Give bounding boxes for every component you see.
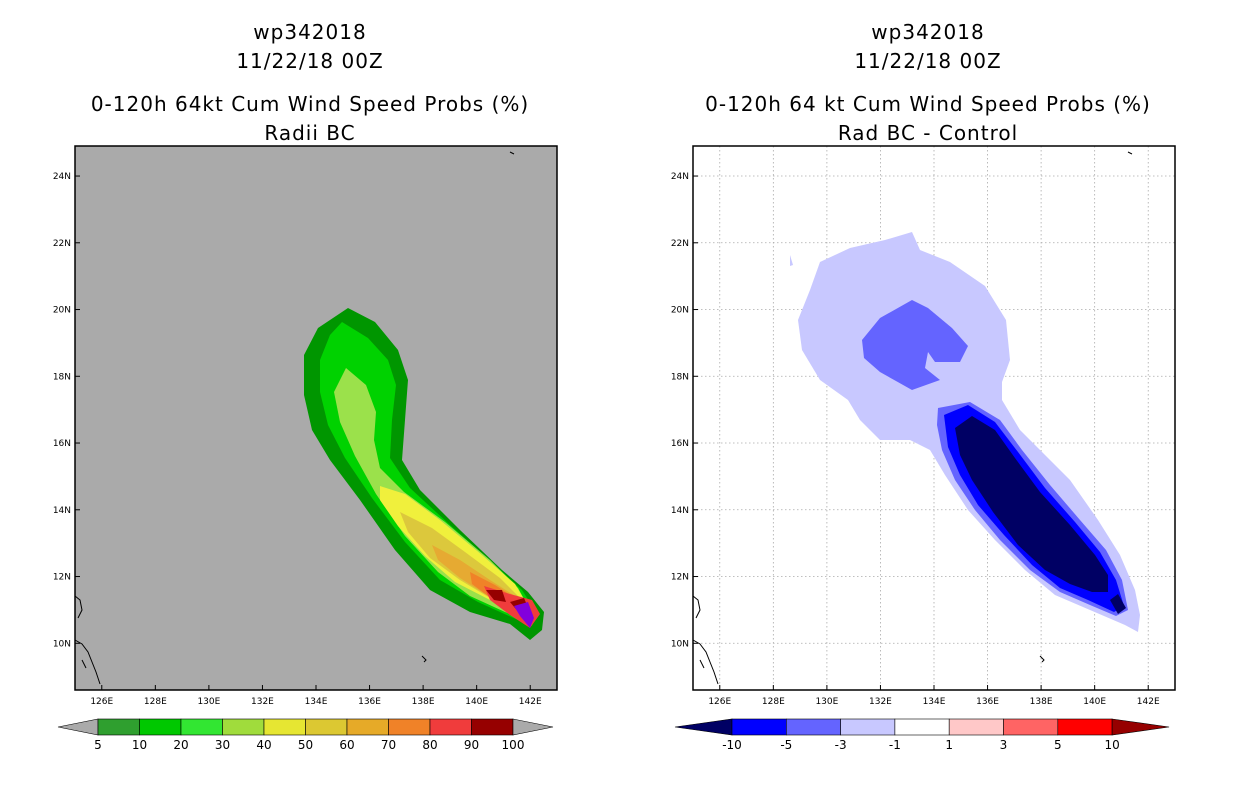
colorbar-box: [1003, 718, 1059, 736]
colorbar-box: [1057, 718, 1113, 736]
right-contour-minus10: [955, 416, 1126, 614]
colorbar-right-arrow: [512, 718, 554, 736]
x-tick-label: 132E: [251, 697, 274, 707]
y-tick-label: 18N: [53, 372, 71, 382]
x-tick-label: 142E: [519, 697, 542, 707]
colorbar-box: [471, 718, 514, 736]
colorbar-left-arrow: [57, 718, 99, 736]
y-tick-label: 20N: [53, 306, 71, 316]
colorbar-label: 60: [339, 738, 354, 752]
colorbar-box: [894, 718, 950, 736]
x-tick-label: 130E: [815, 697, 838, 707]
left-title-storm: wp342018: [253, 20, 367, 44]
x-tick-label: 130E: [197, 697, 220, 707]
y-tick-label: 16N: [671, 439, 689, 449]
colorbar-box: [180, 718, 223, 736]
colorbar-label: 5: [94, 738, 102, 752]
left-contour-100: [514, 602, 534, 628]
y-tick-label: 22N: [671, 239, 689, 249]
colorbar-label: 10: [1104, 738, 1119, 752]
colorbar-label: 90: [464, 738, 479, 752]
right-title-time: 11/22/18 00Z: [854, 49, 1002, 73]
y-tick-label: 14N: [53, 506, 71, 516]
x-tick-label: 142E: [1137, 697, 1160, 707]
colorbar-label: -10: [722, 738, 742, 752]
colorbar-label: 80: [422, 738, 437, 752]
colorbar-box: [948, 718, 1004, 736]
colorbar-label: 100: [502, 738, 525, 752]
left-x-axis: 126E 128E 130E 132E 134E 136E 138E 140E 142E: [90, 685, 542, 707]
colorbar-box: [222, 718, 265, 736]
colorbar-box: [97, 718, 140, 736]
left-map-panel: 126E 128E 130E 132E 134E 136E 138E 140E 142E 10N…: [53, 145, 558, 752]
right-y-axis: 10N 12N 14N 16N 18N 20N 22N 24N: [671, 172, 698, 649]
left-coastline: [74, 151, 515, 685]
right-map-panel: 126E 128E 130E 132E 134E 136E 138E 140E 142E 10N…: [671, 145, 1176, 752]
y-tick-label: 10N: [53, 639, 71, 649]
x-tick-label: 138E: [412, 697, 435, 707]
left-y-axis: 10N 12N 14N 16N 18N 20N 22N 24N: [53, 172, 80, 649]
left-title-time: 11/22/18 00Z: [236, 49, 384, 73]
colorbar-label: 10: [132, 738, 147, 752]
right-title-product: 0-120h 64 kt Cum Wind Speed Probs (%): [705, 92, 1151, 116]
colorbar-label: 5: [1054, 738, 1062, 752]
colorbar-label: -1: [889, 738, 901, 752]
colorbar-box: [139, 718, 182, 736]
colorbar-label: 30: [215, 738, 230, 752]
y-tick-label: 16N: [53, 439, 71, 449]
colorbar-right-arrow: [1111, 718, 1170, 736]
y-tick-label: 24N: [671, 172, 689, 182]
y-tick-label: 22N: [53, 239, 71, 249]
colorbar-label: 20: [173, 738, 188, 752]
x-tick-label: 134E: [923, 697, 946, 707]
right-title-storm: wp342018: [871, 20, 985, 44]
y-tick-label: 20N: [671, 306, 689, 316]
colorbar-label: 40: [256, 738, 271, 752]
x-tick-label: 140E: [465, 697, 488, 707]
y-tick-label: 24N: [53, 172, 71, 182]
x-tick-label: 126E: [708, 697, 731, 707]
left-contour-80: [486, 590, 506, 602]
colorbar-label: 50: [298, 738, 313, 752]
colorbar-box: [346, 718, 389, 736]
colorbar-box: [840, 718, 896, 736]
colorbar-box: [785, 718, 841, 736]
colorbar-box: [731, 718, 787, 736]
y-tick-label: 18N: [671, 372, 689, 382]
y-tick-label: 12N: [53, 573, 71, 583]
colorbar-box: [388, 718, 431, 736]
left-title-sub: Radii BC: [264, 121, 356, 145]
x-tick-label: 128E: [762, 697, 785, 707]
left-colorbar: 5 10 20 30 40 50 60 70 80 90 100: [57, 718, 554, 752]
right-x-axis: 126E 128E 130E 132E 134E 136E 138E 140E 142E: [708, 685, 1160, 707]
right-colorbar: -10 -5 -3 -1 1 3 5 10: [674, 718, 1170, 752]
left-contour-10: [320, 322, 536, 626]
y-tick-label: 10N: [671, 639, 689, 649]
x-tick-label: 134E: [305, 697, 328, 707]
x-tick-label: 136E: [358, 697, 381, 707]
left-title-product: 0-120h 64kt Cum Wind Speed Probs (%): [90, 92, 530, 116]
colorbar-label: 1: [945, 738, 953, 752]
colorbar-label: -5: [780, 738, 792, 752]
x-tick-label: 132E: [869, 697, 892, 707]
y-tick-label: 14N: [671, 506, 689, 516]
x-tick-label: 128E: [144, 697, 167, 707]
x-tick-label: 126E: [90, 697, 113, 707]
colorbar-label: -3: [835, 738, 847, 752]
x-tick-label: 140E: [1083, 697, 1106, 707]
colorbar-box: [429, 718, 472, 736]
colorbar-label: 3: [1000, 738, 1008, 752]
right-title-sub: Rad BC - Control: [837, 121, 1019, 145]
colorbar-box: [263, 718, 306, 736]
y-tick-label: 12N: [671, 573, 689, 583]
right-coastline: [692, 151, 1133, 685]
colorbar-label: 70: [381, 738, 396, 752]
x-tick-label: 136E: [976, 697, 999, 707]
colorbar-box: [305, 718, 348, 736]
colorbar-left-arrow: [674, 718, 733, 736]
x-tick-label: 138E: [1030, 697, 1053, 707]
